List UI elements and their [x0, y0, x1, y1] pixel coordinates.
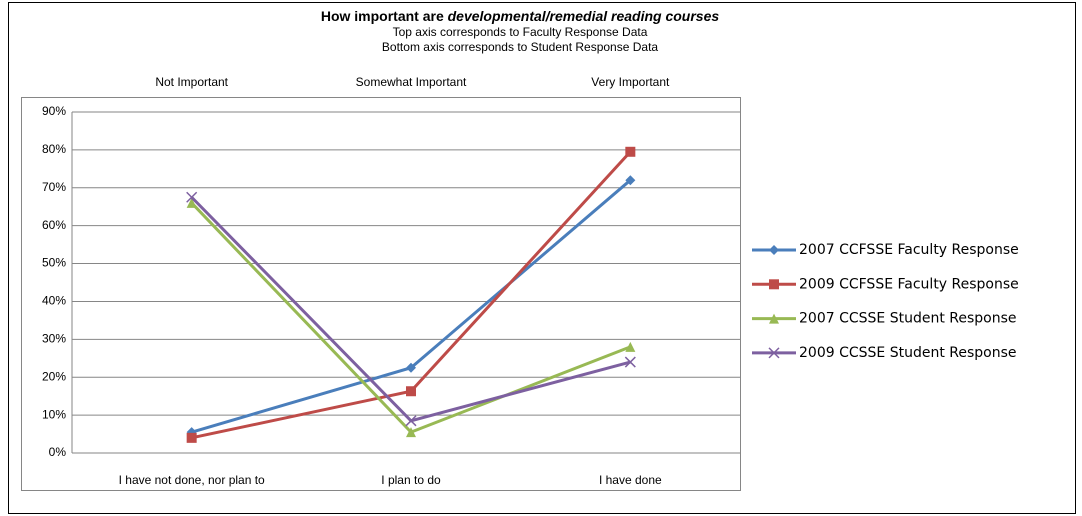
y-tick-label: 50%	[42, 256, 66, 270]
top-axis-label: Somewhat Important	[356, 75, 467, 89]
y-tick-label: 20%	[42, 369, 66, 383]
marker	[186, 191, 198, 203]
marker	[769, 313, 779, 324]
subtitle: Bottom axis corresponds to Student Respo…	[382, 40, 658, 54]
y-tick-label: 10%	[42, 407, 66, 421]
marker	[406, 386, 416, 397]
marker	[625, 175, 636, 186]
marker	[186, 197, 197, 208]
chart-frame	[8, 2, 1076, 514]
marker	[769, 245, 779, 255]
y-tick-label: 30%	[42, 332, 66, 346]
marker	[768, 347, 780, 359]
subtitle: Top axis corresponds to Faculty Response…	[393, 25, 648, 39]
top-axis-label: Very Important	[591, 75, 670, 89]
marker	[625, 341, 636, 352]
marker	[624, 356, 636, 368]
marker	[625, 146, 636, 157]
y-tick-label: 40%	[42, 294, 66, 308]
marker	[405, 415, 417, 427]
top-axis-label: Not Important	[155, 75, 228, 89]
legend-label: 2009 CCFSSE Faculty Response	[799, 276, 1019, 292]
y-tick-label: 80%	[42, 142, 66, 156]
legend-label: 2007 CCSSE Student Response	[799, 311, 1017, 327]
legend-label: 2009 CCSSE Student Response	[799, 345, 1017, 361]
y-tick-label: 90%	[42, 104, 66, 118]
plot-frame	[21, 97, 741, 491]
x-tick-label: I have done	[599, 473, 662, 487]
marker	[406, 362, 416, 373]
y-tick-label: 70%	[42, 180, 66, 194]
y-tick-label: 60%	[42, 218, 66, 232]
x-tick-label: I plan to do	[381, 473, 441, 487]
legend-label: 2007 CCFSSE Faculty Response	[799, 242, 1019, 258]
chart-title: How important are developmental/remedial…	[321, 8, 720, 24]
marker	[406, 427, 416, 438]
marker	[769, 279, 779, 290]
y-tick-label: 0%	[49, 445, 67, 459]
x-tick-label: I have not done, nor plan to	[119, 473, 265, 487]
marker	[186, 432, 197, 443]
